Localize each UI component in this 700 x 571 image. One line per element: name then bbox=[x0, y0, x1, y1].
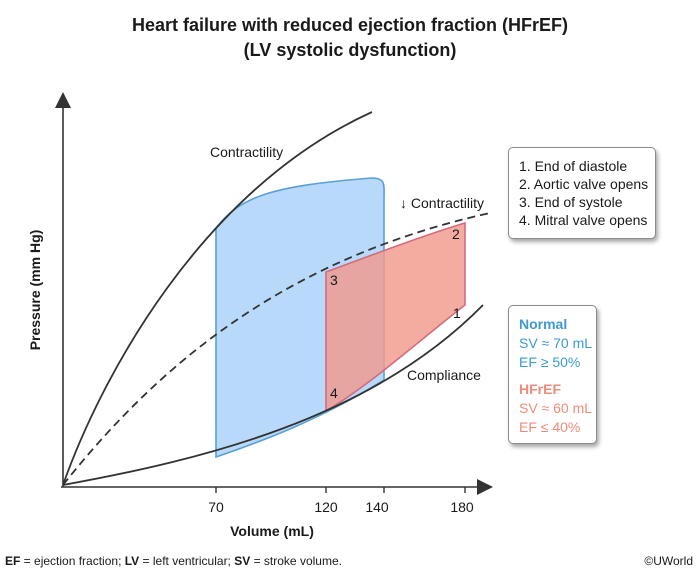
comparison-legend: Normal SV ≈ 70 mL EF ≥ 50% HFrEF SV ≈ 60… bbox=[508, 305, 597, 444]
x-tick-label: 120 bbox=[314, 499, 338, 515]
hfref-pv-loop bbox=[325, 221, 466, 413]
normal-heading: Normal bbox=[519, 316, 568, 332]
footnote-sv-abbr: SV bbox=[234, 554, 251, 568]
step-item: 3. End of systole bbox=[519, 194, 623, 210]
hfref-ef: EF ≤ 40% bbox=[519, 419, 581, 435]
footnote-lv-abbr: LV bbox=[124, 554, 140, 568]
reduced-contractility-label: ↓ Contractility bbox=[400, 195, 484, 211]
reduced-contractility-curve bbox=[62, 212, 491, 486]
cycle-steps-legend: 1. End of diastole 2. Aortic valve opens… bbox=[508, 147, 656, 239]
x-axis-label: Volume (mL) bbox=[230, 523, 314, 539]
contractility-label: Contractility bbox=[210, 144, 283, 160]
hfref-sv: SV ≈ 60 mL bbox=[519, 400, 593, 416]
contractility-curve bbox=[62, 111, 373, 486]
diagram-subtitle: (LV systolic dysfunction) bbox=[243, 40, 457, 60]
diagram-title: Heart failure with reduced ejection frac… bbox=[131, 15, 569, 35]
normal-sv: SV ≈ 70 mL bbox=[519, 335, 593, 351]
copyright: ©UWorld bbox=[644, 554, 693, 568]
x-tick-label: 180 bbox=[450, 499, 474, 515]
footnote: EF = ejection fraction; LV = left ventri… bbox=[5, 554, 342, 568]
footnote-lv-text: = left ventricular; bbox=[139, 554, 235, 568]
footnote-ef-text: = ejection fraction; bbox=[20, 554, 125, 568]
point-label-2: 2 bbox=[452, 226, 460, 242]
point-label-1: 1 bbox=[453, 305, 461, 321]
y-axis-label: Pressure (mm Hg) bbox=[27, 230, 43, 351]
footnote-sv-text: = stroke volume. bbox=[250, 554, 342, 568]
footnote-ef-abbr: EF bbox=[5, 554, 21, 568]
step-item: 1. End of diastole bbox=[519, 158, 628, 174]
compliance-label: Compliance bbox=[407, 367, 481, 383]
hfref-heading: HFrEF bbox=[519, 381, 561, 397]
point-label-3: 3 bbox=[330, 272, 338, 288]
point-label-4: 4 bbox=[330, 385, 338, 401]
compliance-curve bbox=[62, 304, 484, 486]
x-tick-label: 140 bbox=[365, 499, 389, 515]
x-tick-label: 70 bbox=[208, 499, 224, 515]
step-item: 2. Aortic valve opens bbox=[519, 176, 649, 192]
normal-ef: EF ≥ 50% bbox=[519, 354, 581, 370]
step-item: 4. Mitral valve opens bbox=[519, 212, 648, 228]
